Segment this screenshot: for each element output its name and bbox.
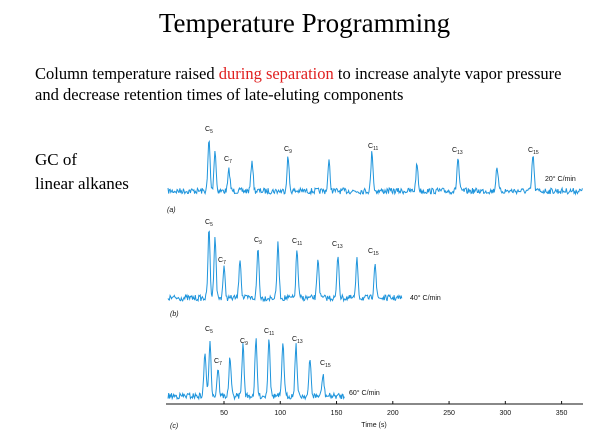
chromatogram-trace — [167, 338, 345, 401]
peak-label: C7 — [224, 156, 232, 165]
peak-label: C7 — [218, 257, 226, 266]
rate-label: 60° C/min — [349, 389, 380, 397]
chromatogram-trace — [167, 230, 403, 303]
peak-subscript: 11 — [269, 331, 274, 337]
peak-letter: C — [240, 338, 245, 345]
peak-letter: C — [205, 326, 210, 333]
peak-subscript: 9 — [259, 240, 262, 246]
peak-subscript: 11 — [297, 241, 302, 247]
peak-letter: C — [264, 328, 269, 335]
side-label: GC of — [35, 150, 78, 169]
body-text-part: to increase analyte vapor pressure and d… — [35, 64, 562, 104]
peak-letter: C — [224, 156, 229, 163]
peak-subscript: 5 — [210, 129, 213, 135]
rate-label: 20° C/min — [545, 175, 576, 183]
x-tick-label: 350 — [556, 410, 568, 417]
peak-letter: C — [214, 358, 219, 365]
body-text-part: Column temperature raised — [35, 64, 219, 83]
x-tick-label: 200 — [387, 410, 399, 417]
peak-label: C15 — [368, 248, 379, 257]
peak-subscript: 13 — [457, 150, 463, 156]
peak-letter: C — [292, 336, 297, 343]
peak-letter: C — [284, 146, 289, 153]
x-tick-label: 300 — [499, 410, 511, 417]
peak-subscript: 5 — [210, 222, 213, 228]
peak-letter: C — [205, 219, 210, 226]
peak-subscript: 11 — [373, 146, 378, 152]
peak-label: C13 — [292, 336, 303, 345]
peak-letter: C — [452, 147, 457, 154]
peak-subscript: 13 — [337, 244, 343, 250]
peak-label: C15 — [320, 360, 331, 369]
highlight-text: during separation — [218, 64, 334, 83]
peak-label: C11 — [292, 238, 302, 247]
x-tick-label: 250 — [443, 410, 455, 417]
x-tick-label: 100 — [274, 410, 286, 417]
peak-subscript: 7 — [219, 361, 222, 367]
peak-label: C11 — [368, 143, 378, 152]
x-axis-label: Time (s) — [361, 422, 386, 429]
panel-tag: (b) — [170, 311, 179, 318]
panel-tag: (a) — [167, 207, 176, 214]
peak-letter: C — [368, 143, 373, 150]
peak-letter: C — [292, 238, 297, 245]
peak-label: C9 — [254, 237, 262, 246]
peak-letter: C — [218, 257, 223, 264]
x-tick-label: 150 — [331, 410, 343, 417]
peak-letter: C — [528, 147, 533, 154]
peak-subscript: 5 — [210, 329, 213, 335]
peak-label: C9 — [284, 146, 292, 155]
peak-label: C11 — [264, 328, 274, 337]
peak-label: C15 — [528, 147, 539, 156]
side-label: linear alkanes — [35, 174, 129, 193]
peak-letter: C — [332, 241, 337, 248]
peak-label: C13 — [332, 241, 343, 250]
peak-letter: C — [320, 360, 325, 367]
peak-label: C5 — [205, 326, 213, 335]
slide-title: Temperature Programming — [158, 8, 451, 38]
peak-letter: C — [368, 248, 373, 255]
rate-label: 40° C/min — [410, 294, 441, 302]
peak-label: C5 — [205, 219, 213, 228]
peak-letter: C — [254, 237, 259, 244]
peak-subscript: 15 — [325, 363, 331, 369]
peak-subscript: 15 — [533, 150, 539, 156]
peak-subscript: 13 — [297, 339, 303, 345]
x-tick-label: 50 — [220, 410, 228, 417]
peak-label: C7 — [214, 358, 222, 367]
peak-subscript: 7 — [229, 159, 232, 165]
peak-label: C9 — [240, 338, 248, 347]
peak-subscript: 9 — [289, 149, 292, 155]
peak-subscript: 9 — [245, 341, 248, 347]
peak-label: C13 — [452, 147, 463, 156]
chromatogram-trace — [167, 139, 583, 196]
peak-label: C5 — [205, 126, 213, 135]
peak-subscript: 7 — [223, 260, 226, 266]
body-text: Column temperature raised during separat… — [35, 63, 565, 105]
peak-subscript: 15 — [373, 251, 379, 257]
peak-letter: C — [205, 126, 210, 133]
panel-tag: (c) — [170, 423, 178, 430]
